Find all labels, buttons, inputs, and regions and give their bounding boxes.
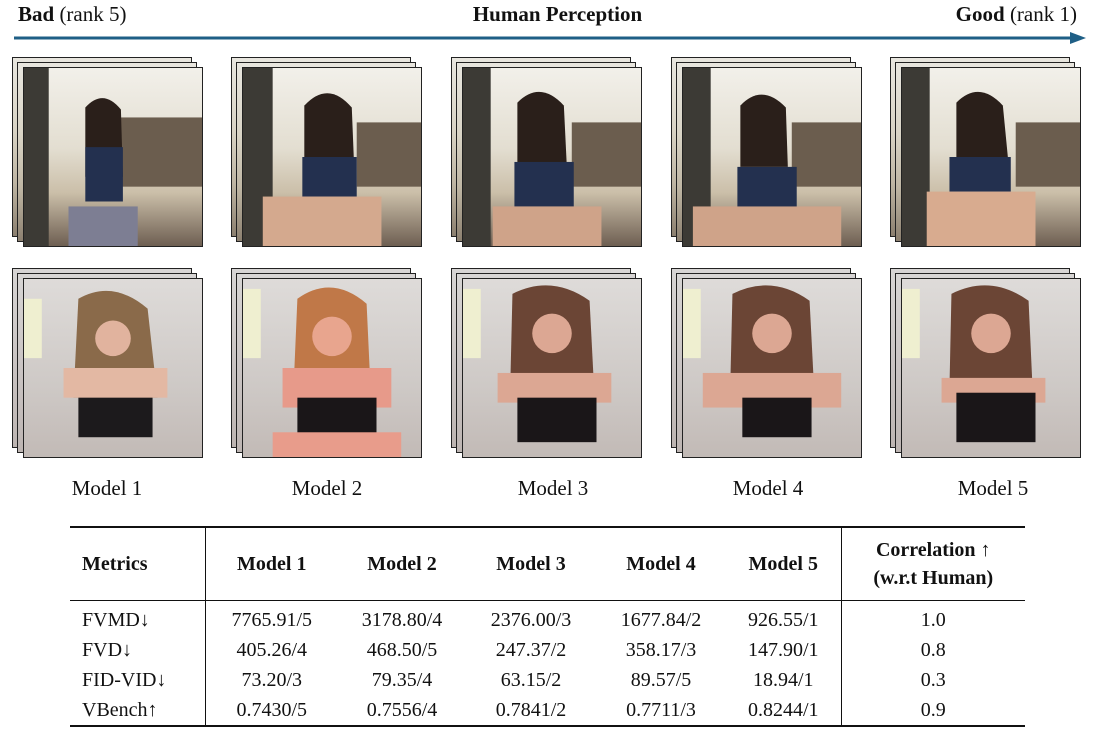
good-label: Good (rank 1) <box>955 2 1077 26</box>
table-row: VBench↑ 0.7430/5 0.7556/4 0.7841/2 0.771… <box>70 695 1025 726</box>
video-frame <box>23 67 203 247</box>
metrics-table: Metrics Model 1 Model 2 Model 3 Model 4 … <box>70 526 1025 727</box>
table-cell: 0.7556/4 <box>366 698 438 721</box>
table-cell: 0.7430/5 <box>236 698 308 721</box>
frame-stack-model-5 <box>890 57 1085 252</box>
video-frame <box>901 278 1081 458</box>
frame-stack-model-5 <box>890 268 1085 463</box>
table-cell: 468.50/5 <box>366 638 438 661</box>
table-cell: 2376.00/3 <box>490 608 572 631</box>
table-cell: 0.7841/2 <box>495 698 567 721</box>
model-label-4: Model 4 <box>732 476 804 500</box>
video-frame <box>242 278 422 458</box>
video-frame <box>682 67 862 247</box>
frame-stack-model-4 <box>671 268 866 463</box>
header-model-2: Model 2 <box>367 552 437 575</box>
frame-stack-model-3 <box>451 57 646 252</box>
header-model-1: Model 1 <box>237 552 307 575</box>
frame-stack-model-2 <box>231 268 426 463</box>
header-metrics: Metrics <box>70 527 206 601</box>
table-header-row: Metrics Model 1 Model 2 Model 3 Model 4 … <box>70 527 1025 601</box>
header-model-5: Model 5 <box>748 552 818 575</box>
metric-name: VBench↑ <box>70 695 206 726</box>
video-frame <box>682 278 862 458</box>
table-cell: 0.8244/1 <box>747 698 819 721</box>
table-cell: 247.37/2 <box>495 638 567 661</box>
correlation-cell: 0.8 <box>840 635 1025 665</box>
table-cell: 0.7711/3 <box>626 698 696 721</box>
header-model-3: Model 3 <box>496 552 566 575</box>
table-cell: 89.57/5 <box>630 668 692 691</box>
correlation-cell: 0.9 <box>840 695 1025 726</box>
table-cell: 1677.84/2 <box>620 608 702 631</box>
model-label-5: Model 5 <box>957 476 1029 500</box>
table-cell: 7765.91/5 <box>231 608 313 631</box>
video-frame <box>901 67 1081 247</box>
table-cell: 73.20/3 <box>241 668 303 691</box>
frame-stack-model-2 <box>231 57 426 252</box>
model-label-2: Model 2 <box>291 476 363 500</box>
bad-label: Bad (rank 5) <box>18 2 127 26</box>
table-row: FVD↓ 405.26/4 468.50/5 247.37/2 358.17/3… <box>70 635 1025 665</box>
model-label-3: Model 3 <box>517 476 589 500</box>
video-frame <box>462 67 642 247</box>
metric-name: FVMD↓ <box>70 600 206 635</box>
table-cell: 63.15/2 <box>500 668 562 691</box>
frame-stack-model-1 <box>12 57 207 252</box>
frame-stack-model-1 <box>12 268 207 463</box>
table-cell: 3178.80/4 <box>361 608 443 631</box>
table-row: FVMD↓ 7765.91/5 3178.80/4 2376.00/3 1677… <box>70 600 1025 635</box>
header-model-4: Model 4 <box>626 552 696 575</box>
correlation-cell: 1.0 <box>840 600 1025 635</box>
table-cell: 147.90/1 <box>747 638 819 661</box>
table-cell: 18.94/1 <box>752 668 814 691</box>
axis-title: Human Perception <box>472 2 643 26</box>
header-correlation: Correlation ↑ (w.r.t Human) <box>840 527 1025 601</box>
perception-arrow <box>14 32 1086 44</box>
table-cell: 926.55/1 <box>747 608 819 631</box>
frame-stack-model-3 <box>451 268 646 463</box>
metric-name: FID-VID↓ <box>70 665 206 695</box>
video-frame <box>242 67 422 247</box>
frame-stack-model-4 <box>671 57 866 252</box>
video-frame <box>462 278 642 458</box>
metric-name: FVD↓ <box>70 635 206 665</box>
table-cell: 405.26/4 <box>236 638 308 661</box>
correlation-cell: 0.3 <box>840 665 1025 695</box>
model-label-1: Model 1 <box>71 476 143 500</box>
video-frame <box>23 278 203 458</box>
table-cell: 358.17/3 <box>625 638 697 661</box>
table-row: FID-VID↓ 73.20/3 79.35/4 63.15/2 89.57/5… <box>70 665 1025 695</box>
table-cell: 79.35/4 <box>371 668 433 691</box>
